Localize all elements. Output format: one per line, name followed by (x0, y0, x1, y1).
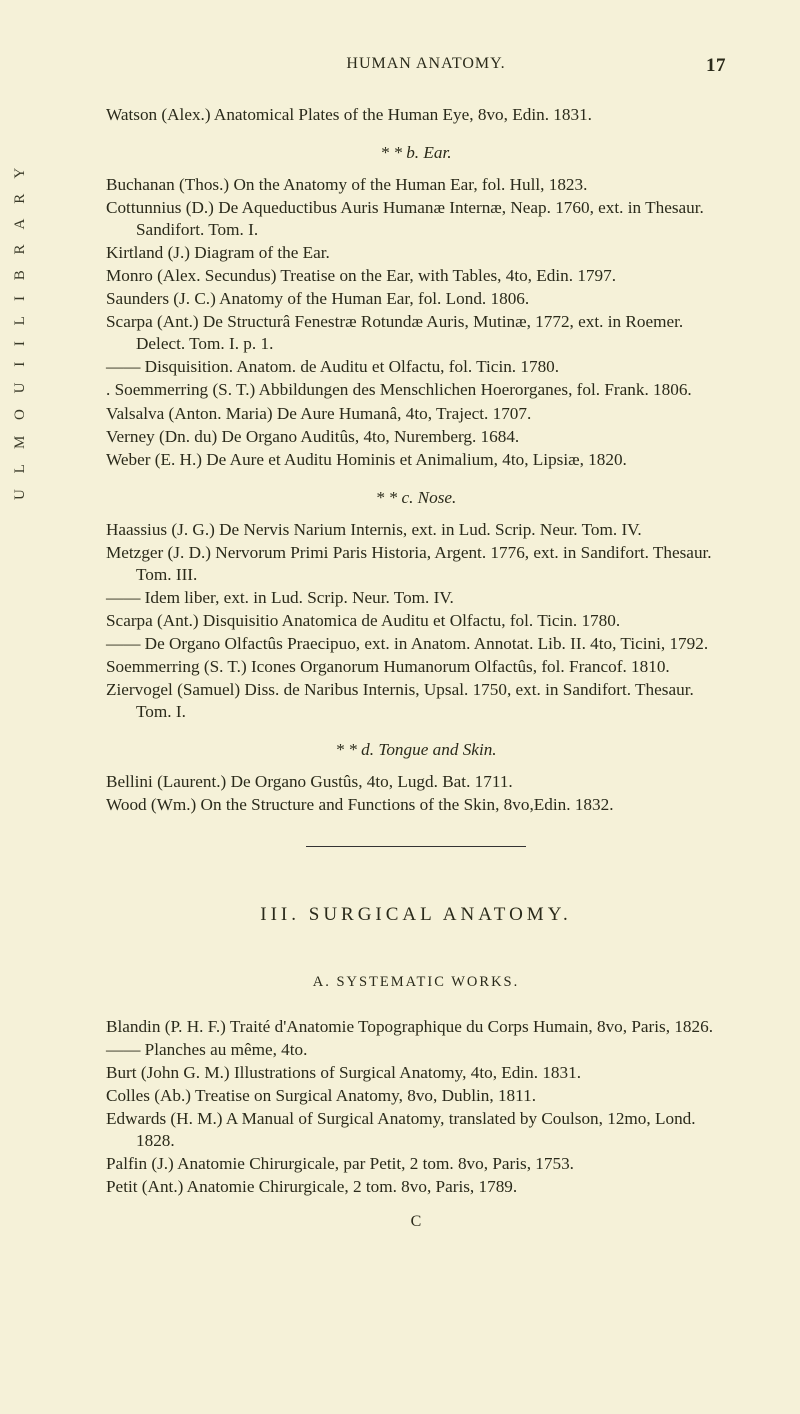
heading-text: * * c. Nose. (376, 488, 457, 507)
bib-entry: —— Idem liber, ext. in Lud. Scrip. Neur.… (106, 587, 726, 609)
running-head: HUMAN ANATOMY. 17 (106, 54, 726, 78)
heading-text: * * b. Ear. (380, 143, 451, 162)
heading-text: * * d. Tongue and Skin. (335, 740, 496, 759)
section-heading-ear: * * b. Ear. (106, 142, 726, 164)
bib-entry: Kirtland (J.) Diagram of the Ear. (106, 242, 726, 264)
bib-entry: —— De Organo Olfactûs Praecipuo, ext. in… (106, 633, 726, 655)
page-body: HUMAN ANATOMY. 17 Watson (Alex.) Anatomi… (0, 0, 800, 1288)
bib-entry: Blandin (P. H. F.) Traité d'Anatomie Top… (106, 1016, 726, 1038)
bib-entry: Soemmerring (S. T.) Icones Organorum Hum… (106, 656, 726, 678)
bib-entry: Palfin (J.) Anatomie Chirurgicale, par P… (106, 1153, 726, 1175)
signature-mark: C (106, 1212, 726, 1232)
bib-entry: Scarpa (Ant.) De Structurâ Fenestræ Rotu… (106, 311, 726, 355)
bib-entry: Petit (Ant.) Anatomie Chirurgicale, 2 to… (106, 1176, 726, 1198)
bib-entry: Haassius (J. G.) De Nervis Narium Intern… (106, 519, 726, 541)
spine-stamp: U L M O U I I L I B R A R Y (12, 162, 29, 500)
section-rule (306, 846, 526, 847)
bib-entry: —— Planches au même, 4to. (106, 1039, 726, 1061)
section-heading-tongue-skin: * * d. Tongue and Skin. (106, 739, 726, 761)
bib-entry: Cottunnius (D.) De Aqueductibus Auris Hu… (106, 197, 726, 241)
bib-entry: Saunders (J. C.) Anatomy of the Human Ea… (106, 288, 726, 310)
section-heading-surgical: III. SURGICAL ANATOMY. (106, 903, 726, 927)
bib-entry: Scarpa (Ant.) Disquisitio Anatomica de A… (106, 610, 726, 632)
bib-entry: Watson (Alex.) Anatomical Plates of the … (106, 104, 726, 126)
bib-entry: Ziervogel (Samuel) Diss. de Naribus Inte… (106, 679, 726, 723)
bib-entry: Bellini (Laurent.) De Organo Gustûs, 4to… (106, 771, 726, 793)
bib-entry: Monro (Alex. Secundus) Treatise on the E… (106, 265, 726, 287)
bib-entry: Verney (Dn. du) De Organo Auditûs, 4to, … (106, 426, 726, 448)
section-heading-nose: * * c. Nose. (106, 487, 726, 509)
bib-entry: Valsalva (Anton. Maria) De Aure Humanâ, … (106, 403, 726, 425)
running-spacer (106, 54, 146, 78)
bib-entry: Buchanan (Thos.) On the Anatomy of the H… (106, 174, 726, 196)
bib-entry: . Soemmerring (S. T.) Abbildungen des Me… (106, 379, 726, 401)
bib-entry: Wood (Wm.) On the Structure and Function… (106, 794, 726, 816)
section-subheading-systematic: A. SYSTEMATIC WORKS. (106, 973, 726, 992)
page-number: 17 (706, 54, 726, 78)
running-title: HUMAN ANATOMY. (146, 54, 706, 78)
bib-entry: —— Disquisition. Anatom. de Auditu et Ol… (106, 356, 726, 378)
bib-entry: Colles (Ab.) Treatise on Surgical Anatom… (106, 1085, 726, 1107)
bib-entry: Burt (John G. M.) Illustrations of Surgi… (106, 1062, 726, 1084)
bib-entry: Edwards (H. M.) A Manual of Surgical Ana… (106, 1108, 726, 1152)
bib-entry: Metzger (J. D.) Nervorum Primi Paris His… (106, 542, 726, 586)
bib-entry: Weber (E. H.) De Aure et Auditu Hominis … (106, 449, 726, 471)
